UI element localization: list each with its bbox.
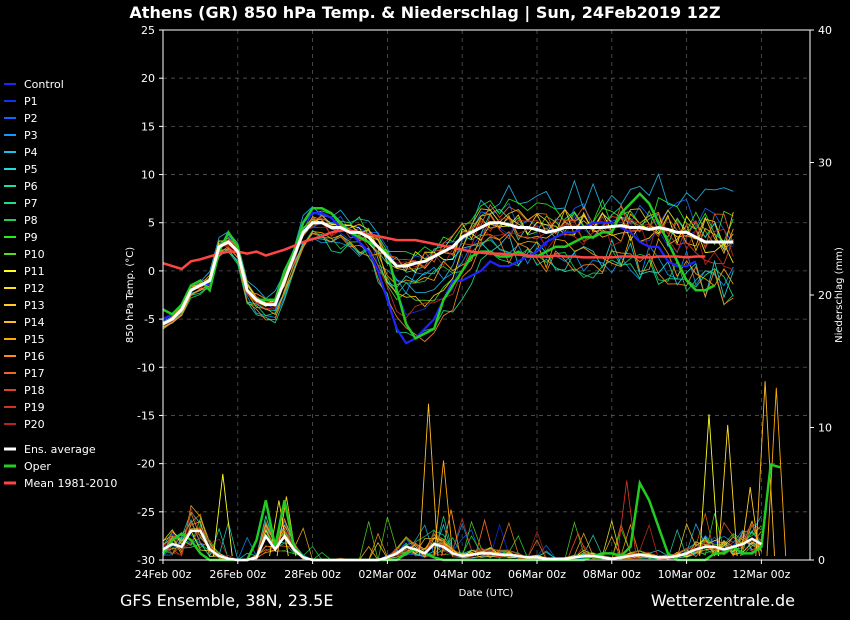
- legend-label: P8: [24, 214, 38, 227]
- y2-tick-label: 0: [818, 554, 825, 567]
- footer-source: GFS Ensemble, 38N, 23.5E: [120, 591, 333, 610]
- avg-precip-line: [162, 529, 763, 562]
- temperature-series: [162, 173, 734, 345]
- member-line: [162, 173, 734, 323]
- ens-average-line: [162, 221, 734, 326]
- x-tick-label: 04Mar 00z: [433, 568, 491, 581]
- chart-title: Athens (GR) 850 hPa Temp. & Niederschlag…: [129, 3, 720, 23]
- precip-peak: [474, 518, 495, 557]
- y-axis-label: 850 hPa Temp. (°C): [125, 247, 136, 343]
- oper-precip-line: [161, 462, 781, 562]
- x-tick-label: 24Feb 00z: [135, 568, 192, 581]
- member-line: [162, 218, 734, 326]
- legend-label: P18: [24, 384, 45, 397]
- legend-label: P1: [24, 95, 38, 108]
- y-tick-label: -30: [137, 554, 155, 567]
- legend-label: P4: [24, 146, 38, 159]
- legend-label: Mean 1981-2010: [24, 477, 117, 490]
- member-line: [162, 199, 734, 325]
- precip-peak: [441, 509, 461, 557]
- legend: Control P1 P2 P3 P4 P5 P6 P7 P8 P9 P10 P11 P12 P13 P14…: [4, 78, 117, 490]
- member-line: [162, 233, 734, 343]
- legend-label: P16: [24, 350, 45, 363]
- x-tick-label: 02Mar 00z: [358, 568, 416, 581]
- y-tick-label: 15: [141, 120, 155, 133]
- axis-ticks: -30 -25 -20 -15 -10 -5 0 5 10 15 20 25 0 10 20 30 40 24Fe…: [135, 24, 832, 581]
- legend-label: P12: [24, 282, 45, 295]
- y-tick-label: -15: [137, 409, 155, 422]
- legend-label: P11: [24, 265, 45, 278]
- mean-1981-2010-line: [162, 229, 706, 271]
- precip-peak: [766, 387, 787, 557]
- y2-tick-label: 20: [818, 289, 832, 302]
- precip-peak: [213, 473, 233, 557]
- precip-peak: [418, 403, 439, 557]
- x-tick-label: 12Mar 00z: [732, 568, 790, 581]
- x-tick-label: 26Feb 00z: [209, 568, 266, 581]
- legend-label: Ens. average: [24, 443, 96, 456]
- legend-label: P19: [24, 401, 45, 414]
- legend-label: P3: [24, 129, 38, 142]
- y-tick-label: -25: [137, 506, 155, 519]
- legend-label: P15: [24, 333, 45, 346]
- member-line: [162, 232, 734, 338]
- legend-label: P14: [24, 316, 45, 329]
- legend-label: P10: [24, 248, 45, 261]
- y2-tick-label: 10: [818, 422, 832, 435]
- legend-label: Control: [24, 78, 64, 91]
- member-line: [162, 203, 734, 326]
- precip-peak: [740, 487, 760, 557]
- legend-label: P2: [24, 112, 38, 125]
- legend-label: P6: [24, 180, 38, 193]
- y-tick-label: -10: [137, 361, 155, 374]
- y2-tick-label: 30: [818, 157, 832, 170]
- y2-tick-label: 40: [818, 24, 832, 37]
- legend-label: Oper: [24, 460, 51, 473]
- legend-label: P20: [24, 418, 45, 431]
- legend-label: P13: [24, 299, 45, 312]
- x-tick-label: 28Feb 00z: [284, 568, 341, 581]
- x-tick-label: 10Mar 00z: [658, 568, 716, 581]
- y2-axis-label: Niederschlag (mm): [834, 247, 845, 343]
- precip-peak: [568, 532, 588, 557]
- x-tick-label: 06Mar 00z: [508, 568, 566, 581]
- x-tick-label: 08Mar 00z: [583, 568, 641, 581]
- legend-label: P7: [24, 197, 38, 210]
- y-tick-label: 5: [148, 217, 155, 230]
- member-line: [162, 210, 734, 326]
- precipitation-series: [161, 381, 787, 562]
- footer-site: Wetterzentrale.de: [651, 591, 795, 610]
- y-tick-label: -20: [137, 458, 155, 471]
- member-line: [162, 231, 734, 328]
- member-precip-line: [162, 512, 762, 561]
- y-tick-label: 10: [141, 169, 155, 182]
- member-precip-line: [162, 517, 762, 561]
- precip-peak: [699, 414, 719, 557]
- y-tick-label: -5: [144, 313, 155, 326]
- precip-peak: [433, 460, 454, 557]
- y-tick-label: 20: [141, 72, 155, 85]
- legend-label: P9: [24, 231, 38, 244]
- precip-peak: [616, 480, 637, 557]
- legend-label: P17: [24, 367, 45, 380]
- member-line: [162, 236, 734, 328]
- precip-peak: [755, 381, 775, 557]
- precip-peak: [717, 424, 738, 557]
- legend-label: P5: [24, 163, 38, 176]
- member-line: [162, 212, 734, 324]
- y-tick-label: 25: [141, 24, 155, 37]
- x-axis-label: Date (UTC): [459, 588, 514, 599]
- y-tick-label: 0: [148, 265, 155, 278]
